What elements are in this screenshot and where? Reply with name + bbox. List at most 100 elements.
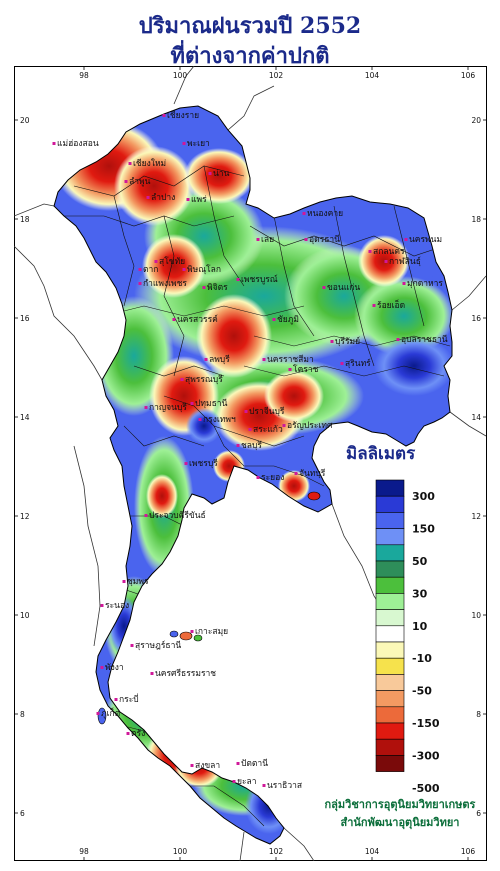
- right-lat-label: 8: [476, 710, 481, 719]
- legend-swatch: [375, 722, 405, 740]
- axis-ticks: [14, 66, 487, 861]
- station-marker: [294, 472, 298, 475]
- station-marker: [190, 402, 194, 405]
- place-label: ระยอง: [261, 473, 284, 483]
- station-marker: [396, 338, 400, 341]
- place-label: เพชรบุรี: [189, 458, 218, 469]
- place-label: ปทุมธานี: [195, 398, 228, 409]
- top-lon-label: 106: [461, 71, 476, 80]
- place-label: เชียงใหม่: [133, 158, 166, 169]
- legend-swatch: [375, 512, 405, 529]
- place-label: อรัญประเทศ: [287, 421, 333, 431]
- place-label: โคราช: [293, 364, 319, 375]
- place-label: กรุงเทพฯ: [203, 415, 236, 425]
- place-label: เลย: [261, 235, 274, 245]
- legend-swatch: [375, 609, 405, 627]
- right-lat-label: 20: [471, 116, 481, 125]
- station-marker: [186, 198, 190, 201]
- station-marker: [202, 286, 206, 289]
- place-label: ขอนแก่น: [327, 283, 360, 293]
- legend-swatch: [375, 657, 405, 675]
- place-label: มุกดาหาร: [407, 279, 443, 289]
- top-lon-label: 102: [269, 71, 284, 80]
- station-marker: [340, 362, 344, 365]
- legend-swatch: [375, 479, 405, 497]
- place-label: กระบี่: [119, 693, 139, 705]
- place-label: พิจิตร: [207, 283, 228, 293]
- place-label: สุรินทร์: [345, 358, 371, 369]
- station-marker: [244, 410, 248, 413]
- place-label: พังงา: [105, 663, 124, 673]
- neighbor-borders: [14, 66, 487, 861]
- place-label: แพร่: [191, 195, 207, 205]
- station-marker: [256, 476, 260, 479]
- place-label: ชลบุรี: [241, 440, 262, 451]
- legend-label: -150: [412, 717, 440, 730]
- place-label: ชัยภูมิ: [277, 315, 299, 325]
- bottom-lon-label: 100: [173, 847, 188, 856]
- bottom-lon-label: 104: [365, 847, 380, 856]
- bottom-lon-label: 106: [461, 847, 476, 856]
- station-marker: [190, 630, 194, 633]
- station-marker: [322, 286, 326, 289]
- station-marker: [304, 238, 308, 241]
- legend-swatch: [375, 495, 405, 513]
- bottom-lon-label: 98: [79, 847, 89, 856]
- station-marker: [402, 282, 406, 285]
- place-label: สุโขทัย: [159, 256, 185, 267]
- left-lat-label: 20: [20, 116, 30, 125]
- legend-swatch: [375, 641, 405, 659]
- station-marker: [122, 580, 126, 583]
- place-label: นราธิวาส: [267, 781, 303, 791]
- station-marker: [272, 318, 276, 321]
- left-lat-label: 14: [20, 413, 30, 422]
- legend-title: มิลลิเมตร: [346, 444, 416, 464]
- station-marker: [172, 318, 176, 321]
- station-marker: [204, 358, 208, 361]
- place-label: เกาะสมุย: [195, 627, 228, 637]
- place-label: น่าน: [213, 169, 230, 179]
- top-lon-label: 98: [79, 71, 89, 80]
- legend-label: -300: [412, 749, 440, 762]
- place-label: ปราจีนบุรี: [249, 406, 285, 417]
- right-lat-label: 12: [471, 512, 481, 521]
- place-label: ชุมพร: [127, 577, 149, 587]
- right-lat-label: 10: [471, 611, 481, 620]
- legend-label: 50: [412, 555, 428, 568]
- station-marker: [262, 358, 266, 361]
- legend-swatch: [375, 576, 405, 594]
- station-marker: [256, 238, 260, 241]
- station-marker: [248, 428, 252, 431]
- station-marker: [144, 514, 148, 517]
- station-marker: [208, 172, 212, 175]
- right-lat-label: 16: [471, 314, 481, 323]
- station-marker: [138, 268, 142, 271]
- station-marker: [190, 764, 194, 767]
- station-marker: [384, 260, 388, 263]
- place-label: สุราษฎร์ธานี: [135, 640, 181, 651]
- credit-line-2: สำนักพัฒนาอุตุนิยมวิทยา: [340, 816, 460, 829]
- legend-swatch: [375, 544, 405, 562]
- station-marker: [100, 604, 104, 607]
- place-label: ลำพูน: [129, 177, 151, 187]
- left-lat-label: 18: [20, 215, 30, 224]
- station-marker: [368, 250, 372, 253]
- place-label: กำแพงเพชร: [143, 279, 187, 289]
- legend-swatch: [375, 738, 405, 756]
- station-marker: [154, 260, 158, 263]
- station-marker: [52, 142, 56, 145]
- station-marker: [236, 444, 240, 447]
- station-marker: [138, 282, 142, 285]
- station-marker: [162, 114, 166, 117]
- place-label: นครศรีธรรมราช: [155, 668, 216, 679]
- station-marker: [130, 644, 134, 647]
- legend-swatch: [375, 690, 405, 708]
- station-marker: [372, 304, 376, 307]
- station-marker: [236, 278, 240, 281]
- station-marker: [182, 142, 186, 145]
- left-lat-label: 10: [20, 611, 30, 620]
- place-label: อุดรธานี: [309, 234, 340, 245]
- bottom-lon-label: 102: [269, 847, 284, 856]
- axis-labels: 98 100 102 104 106 98 100 102 104 106 20…: [20, 71, 481, 856]
- place-label: สงขลา: [195, 761, 220, 771]
